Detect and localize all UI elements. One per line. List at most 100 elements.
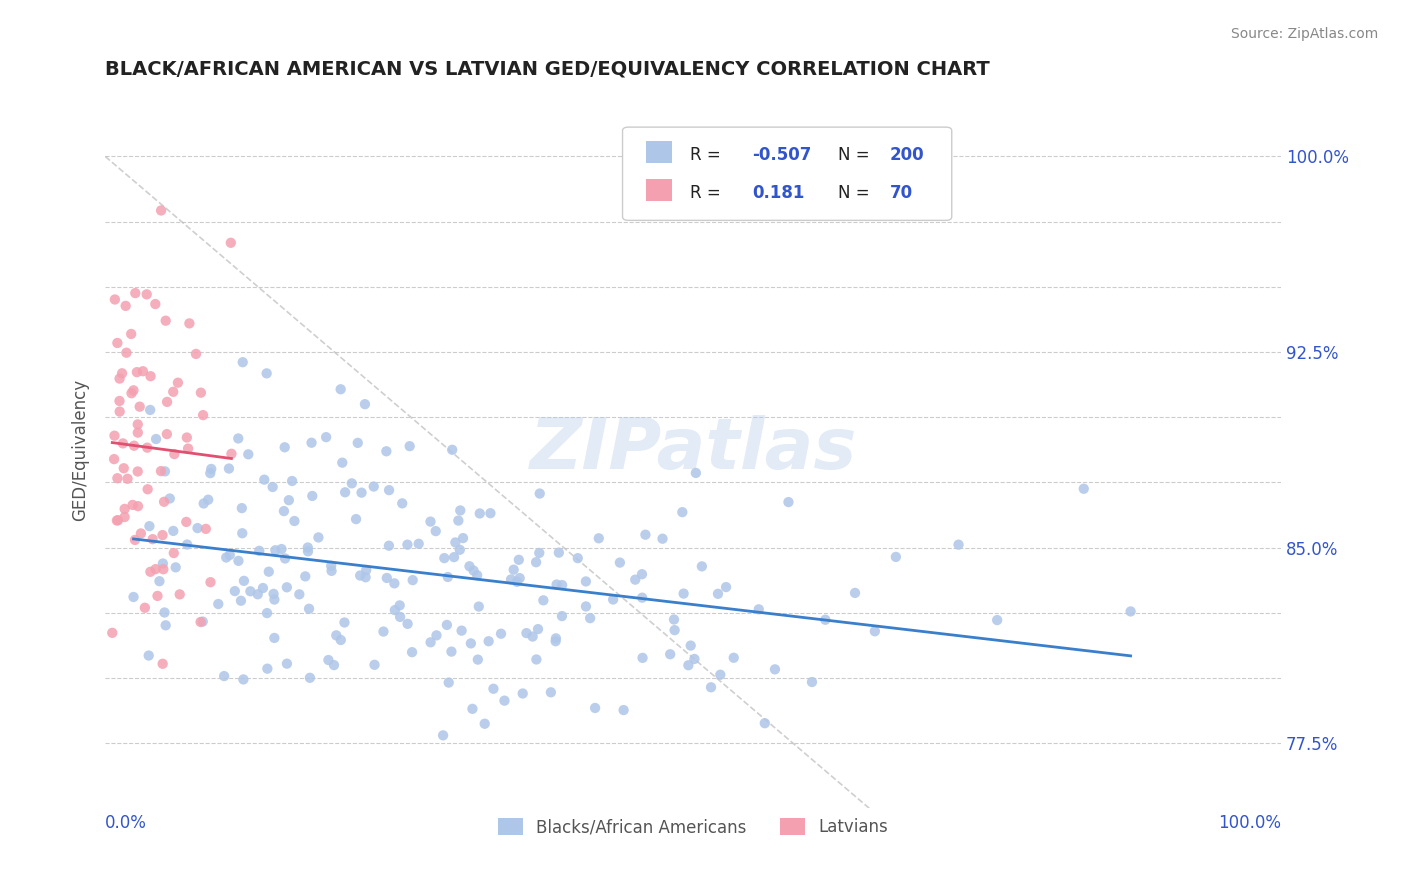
- Point: [191, 615, 214, 629]
- Point: [863, 624, 886, 639]
- Text: 0.0%: 0.0%: [105, 814, 148, 831]
- Point: [159, 491, 181, 506]
- Point: [884, 549, 907, 564]
- Point: [231, 526, 253, 541]
- Text: BLACK/AFRICAN AMERICAN VS LATVIAN GED/EQUIVALENCY CORRELATION CHART: BLACK/AFRICAN AMERICAN VS LATVIAN GED/EQ…: [105, 60, 990, 78]
- Point: [238, 447, 260, 461]
- Point: [297, 541, 319, 555]
- Point: [256, 606, 278, 620]
- Point: [162, 384, 184, 399]
- Point: [363, 479, 385, 493]
- Point: [228, 554, 250, 568]
- Point: [551, 578, 574, 592]
- Point: [153, 495, 176, 509]
- Point: [346, 436, 368, 450]
- Point: [276, 657, 298, 671]
- Point: [449, 503, 471, 517]
- Point: [111, 436, 134, 450]
- Point: [179, 317, 201, 331]
- Point: [139, 565, 162, 579]
- Text: N =: N =: [838, 184, 869, 202]
- Point: [246, 587, 269, 601]
- Point: [482, 681, 505, 696]
- Point: [156, 395, 179, 409]
- Point: [139, 403, 162, 417]
- Point: [105, 335, 128, 350]
- Point: [298, 671, 321, 685]
- Text: Source: ZipAtlas.com: Source: ZipAtlas.com: [1230, 27, 1378, 41]
- FancyBboxPatch shape: [623, 128, 952, 220]
- Point: [384, 603, 406, 617]
- Point: [107, 513, 129, 527]
- Point: [671, 505, 693, 519]
- Point: [190, 385, 212, 400]
- Text: 0.181: 0.181: [752, 184, 804, 202]
- Point: [499, 573, 522, 587]
- Point: [101, 625, 124, 640]
- Point: [1119, 604, 1142, 618]
- Point: [551, 609, 574, 624]
- Point: [169, 587, 191, 601]
- Point: [579, 611, 602, 625]
- Point: [651, 532, 673, 546]
- Point: [432, 728, 454, 742]
- Point: [125, 365, 148, 379]
- Point: [388, 599, 411, 613]
- Point: [844, 586, 866, 600]
- Point: [748, 602, 770, 616]
- Point: [709, 667, 731, 681]
- Point: [219, 235, 242, 250]
- Point: [344, 512, 367, 526]
- Point: [408, 537, 430, 551]
- Point: [678, 658, 700, 673]
- Point: [231, 501, 253, 516]
- Point: [437, 675, 460, 690]
- Point: [122, 590, 145, 604]
- Point: [153, 606, 176, 620]
- Point: [127, 499, 149, 513]
- Point: [193, 496, 215, 510]
- Point: [460, 636, 482, 650]
- Point: [631, 651, 654, 665]
- Point: [474, 716, 496, 731]
- Point: [122, 384, 145, 398]
- Point: [177, 442, 200, 456]
- Point: [138, 648, 160, 663]
- Point: [127, 417, 149, 432]
- Point: [463, 564, 485, 578]
- Y-axis label: GED/Equivalency: GED/Equivalency: [72, 379, 89, 521]
- Point: [540, 685, 562, 699]
- Point: [105, 471, 128, 485]
- Point: [451, 531, 474, 545]
- Point: [122, 439, 145, 453]
- Point: [221, 447, 243, 461]
- Point: [662, 613, 685, 627]
- Point: [256, 367, 278, 381]
- Point: [114, 501, 136, 516]
- Point: [247, 544, 270, 558]
- Point: [153, 464, 176, 478]
- Point: [801, 675, 824, 690]
- Point: [425, 524, 447, 538]
- Point: [148, 574, 170, 589]
- Point: [194, 522, 217, 536]
- Point: [679, 639, 702, 653]
- Point: [117, 472, 139, 486]
- Point: [723, 650, 745, 665]
- Point: [754, 716, 776, 731]
- Point: [468, 507, 491, 521]
- Point: [631, 567, 654, 582]
- Text: -0.507: -0.507: [752, 145, 811, 164]
- Point: [103, 452, 125, 467]
- Point: [396, 538, 419, 552]
- Point: [402, 573, 425, 587]
- Point: [444, 535, 467, 549]
- Point: [307, 530, 329, 544]
- Point: [162, 524, 184, 538]
- Point: [333, 615, 356, 630]
- Point: [529, 546, 551, 560]
- Point: [114, 510, 136, 524]
- Point: [465, 568, 488, 582]
- Point: [277, 493, 299, 508]
- Text: 70: 70: [890, 184, 912, 202]
